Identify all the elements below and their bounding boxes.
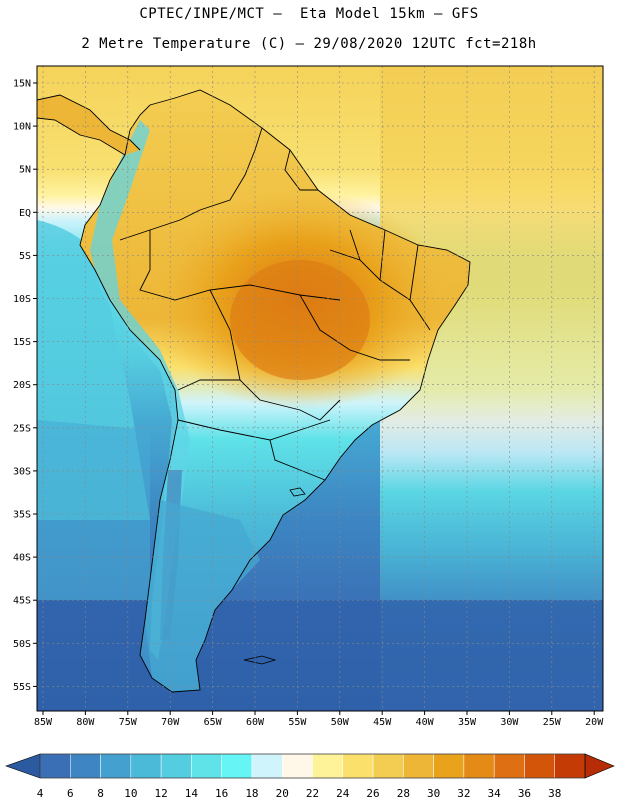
lat-tick-label: 10S	[13, 294, 31, 305]
lon-tick-label: 85W	[34, 717, 53, 728]
lon-tick-label: 30W	[500, 717, 519, 728]
colorbar-swatch	[100, 753, 132, 779]
lat-tick-label: 5N	[19, 165, 31, 176]
country-border-4	[209, 289, 341, 421]
state-border-3	[349, 229, 419, 301]
lat-tick-label: 15N	[13, 79, 31, 90]
colorbar-label: 28	[397, 787, 410, 800]
colorbar-label: 20	[276, 787, 289, 800]
lon-tick-label: 25W	[543, 717, 562, 728]
colorbar-label: 8	[97, 787, 104, 800]
colorbar-swatch	[403, 753, 434, 779]
lagoon-outline	[289, 487, 306, 497]
country-border-1	[119, 127, 263, 241]
colorbar-label: 6	[67, 787, 74, 800]
colorbar-label: 34	[488, 787, 502, 800]
pacific-mid-field	[37, 420, 150, 600]
lat-tick-label: 10N	[13, 122, 31, 133]
colorbar-swatch	[433, 753, 465, 779]
colorbar-swatch	[191, 753, 222, 779]
colorbar-label: 32	[457, 787, 470, 800]
longitude-axis: 85W 80W 75W 70W 65W 60W 55W 50W 45W 40W 35W 30W 25W 2…	[34, 711, 604, 728]
lon-tick-label: 60W	[246, 717, 265, 728]
colorbar-label: 24	[336, 787, 350, 800]
central-america-land	[37, 95, 140, 155]
lat-tick-label: 40S	[13, 553, 31, 564]
colorbar-label: 10	[124, 787, 137, 800]
colorbar-swatch	[281, 753, 313, 779]
state-border-2	[299, 294, 410, 361]
colorbar-swatch	[463, 753, 495, 779]
lat-tick-label: 45S	[13, 596, 31, 607]
lat-tick-label: 20S	[13, 380, 31, 391]
country-border-7	[269, 439, 326, 481]
colorbar-label: 14	[185, 787, 199, 800]
map-title-line1: CPTEC/INPE/MCT – Eta Model 15km – GFS	[139, 6, 479, 22]
colorbar-swatch	[70, 753, 101, 779]
patagonia-field	[145, 500, 260, 692]
lat-tick-label: 15S	[13, 337, 31, 348]
lon-tick-label: 20W	[585, 717, 604, 728]
colorbar-label: 26	[366, 787, 379, 800]
lat-tick-label: 35S	[13, 510, 31, 521]
colorbar-over-arrow	[584, 753, 615, 779]
colorbar-frame	[39, 753, 586, 779]
colorbar-label: 22	[306, 787, 319, 800]
colorbar-label: 12	[154, 787, 167, 800]
coastline	[79, 89, 471, 693]
lat-tick-label: 25S	[13, 423, 31, 434]
colorbar-swatch	[130, 753, 162, 779]
falkland-islands	[243, 655, 277, 665]
southern-ocean-field	[37, 600, 603, 711]
country-border-2	[284, 149, 318, 191]
central-america-coast	[37, 94, 141, 156]
map-field	[37, 66, 603, 711]
lat-tick-label: 30S	[13, 466, 31, 477]
colorbar-under-arrow	[5, 753, 41, 779]
colorbar-swatch	[493, 753, 525, 779]
country-border-5	[177, 379, 240, 391]
lon-tick-label: 55W	[288, 717, 307, 728]
colorbar-label: 36	[518, 787, 531, 800]
colorbar-swatch	[524, 753, 555, 779]
lon-tick-label: 45W	[373, 717, 392, 728]
colorbar-label: 18	[245, 787, 258, 800]
hottest-core-field	[230, 260, 370, 380]
colorbar-label: 38	[548, 787, 561, 800]
colorbar: 4 6 8 10 12 14 16 18 20 22 24 26 28 30 32 34 36 38	[5, 753, 615, 800]
lat-tick-label: 5S	[19, 251, 31, 262]
borders	[37, 89, 471, 693]
colorbar-swatch	[221, 753, 253, 779]
colorbar-swatch	[372, 753, 404, 779]
lon-tick-label: 40W	[416, 717, 435, 728]
lon-tick-label: 70W	[161, 717, 180, 728]
lon-tick-label: 65W	[204, 717, 223, 728]
lon-tick-label: 35W	[458, 717, 477, 728]
colorbar-swatch	[554, 753, 586, 779]
lat-tick-label: 55S	[13, 682, 31, 693]
lon-tick-label: 50W	[331, 717, 350, 728]
colorbar-swatch	[312, 753, 344, 779]
colorbar-label: 4	[37, 787, 44, 800]
lat-tick-label: EQ	[19, 208, 31, 219]
map-title-line2: 2 Metre Temperature (C) – 29/08/2020 12U…	[81, 36, 537, 52]
country-border-3	[139, 230, 341, 301]
lon-tick-label: 75W	[119, 717, 138, 728]
lon-tick-label: 80W	[76, 717, 95, 728]
latitude-axis: 15N 10N 5N EQ 5S 10S 15S 20S 25S 30S 35S 40S 45S 50S 5…	[13, 79, 37, 693]
colorbar-label: 16	[215, 787, 228, 800]
colorbar-label: 30	[427, 787, 440, 800]
map-frame	[36, 65, 604, 712]
graticule	[37, 66, 603, 711]
lat-tick-label: 50S	[13, 639, 31, 650]
colorbar-swatch	[251, 753, 283, 779]
colorbar-swatch	[39, 753, 71, 779]
colorbar-swatch	[160, 753, 192, 779]
colorbar-swatch	[342, 753, 374, 779]
